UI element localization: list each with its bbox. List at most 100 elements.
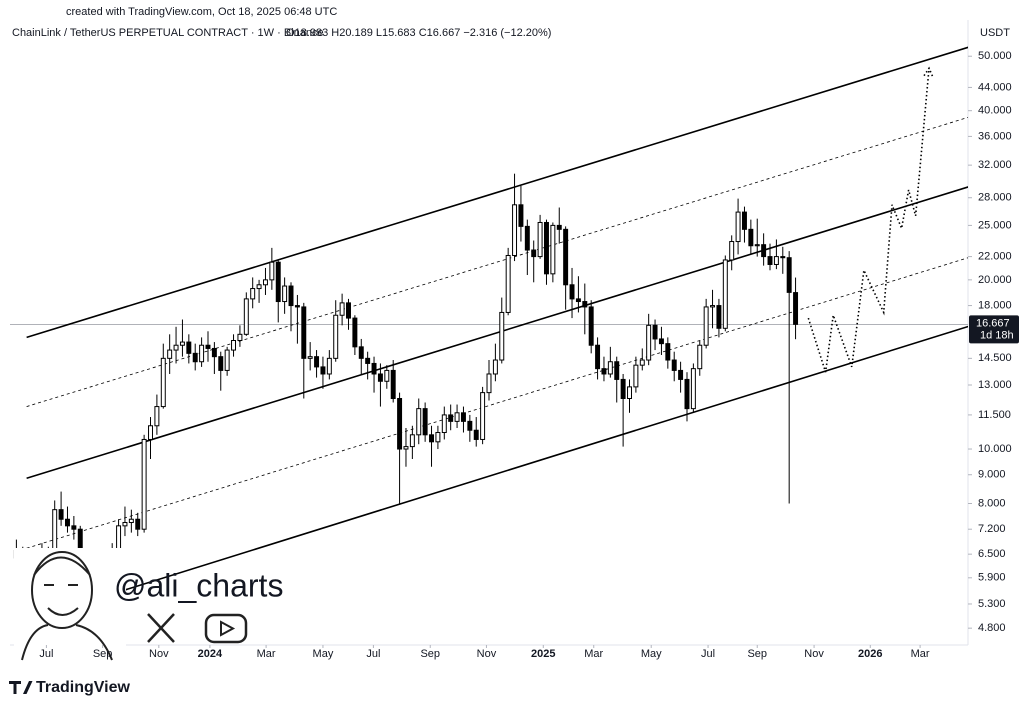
x-tick-label: Nov xyxy=(149,648,169,660)
candle-body xyxy=(652,324,658,340)
candle-body xyxy=(741,211,747,230)
y-tick-label: 28.000 xyxy=(978,192,1012,204)
candle-body xyxy=(671,359,677,371)
candle-body xyxy=(211,347,217,358)
brand-logo xyxy=(9,681,33,694)
candle-body xyxy=(243,298,249,335)
candle-body xyxy=(275,261,281,303)
candle-body xyxy=(71,525,77,530)
candle-body xyxy=(224,349,230,371)
candle-body xyxy=(282,285,288,303)
candle-body xyxy=(544,221,549,275)
x-tick-label: Sep xyxy=(93,648,113,660)
candle-body xyxy=(729,241,735,261)
y-tick-label: 18.000 xyxy=(978,299,1012,311)
candle-body xyxy=(575,298,581,303)
candle-body xyxy=(786,257,792,293)
candle-body xyxy=(377,373,383,382)
candle-body xyxy=(231,339,237,351)
channel-line xyxy=(26,46,968,339)
unit: USDT xyxy=(980,27,1010,39)
y-tick-label: 9.000 xyxy=(978,469,1006,481)
y-tick-label: 4.800 xyxy=(978,622,1006,634)
candle-body xyxy=(403,446,409,450)
brand: TradingView xyxy=(36,679,131,696)
x-tick-label: Sep xyxy=(420,648,440,660)
candle-body xyxy=(397,398,403,450)
candle-body xyxy=(710,305,716,308)
channel-line xyxy=(91,325,968,602)
candle-body xyxy=(588,306,594,346)
candle-body xyxy=(365,357,371,364)
candle-body xyxy=(326,357,332,375)
candle-body xyxy=(499,311,505,361)
ohlc: O18.983 H20.189 L15.683 C16.667 −2.316 (… xyxy=(286,27,551,39)
candle-body xyxy=(767,256,773,265)
x-tick-label: Nov xyxy=(804,648,824,660)
candle-body xyxy=(633,364,639,388)
x-tick-label: 2025 xyxy=(531,648,555,660)
candle-body xyxy=(467,420,473,431)
candle-body xyxy=(288,285,294,307)
candle-body xyxy=(614,361,620,380)
candle-body xyxy=(390,369,396,400)
y-tick-label: 13.000 xyxy=(978,379,1012,391)
candle-body xyxy=(352,317,358,348)
candle-body xyxy=(346,302,351,319)
y-tick-label: 36.000 xyxy=(978,130,1012,142)
x-tick-label: Mar xyxy=(257,648,276,660)
candle-body xyxy=(492,359,498,375)
candle-body xyxy=(537,221,543,258)
candle-body xyxy=(441,414,447,434)
candle-body xyxy=(116,525,122,551)
y-tick-label: 22.000 xyxy=(978,251,1012,263)
channel-line xyxy=(26,257,968,549)
candle-body xyxy=(582,301,588,308)
x-tick-label: 2024 xyxy=(198,648,223,660)
candle-body xyxy=(65,518,70,527)
y-tick-label: 20.000 xyxy=(978,274,1012,286)
projection-path xyxy=(807,68,930,373)
candle-body xyxy=(205,344,211,349)
last-price-label: 16.667 xyxy=(976,317,1010,329)
candle-body xyxy=(186,341,192,354)
candle-body xyxy=(761,244,767,258)
candle-body xyxy=(307,356,313,359)
x-tick-label: Mar xyxy=(584,648,603,660)
channel-line xyxy=(26,186,968,480)
candle-body xyxy=(460,412,466,422)
channel-line xyxy=(26,116,968,407)
y-tick-label: 8.000 xyxy=(978,497,1006,509)
candle-body xyxy=(754,244,760,247)
candle-body xyxy=(780,256,786,259)
x-tick-label: Nov xyxy=(477,648,497,660)
candle-body xyxy=(256,284,262,290)
avatar xyxy=(14,548,126,661)
x-tick-label: May xyxy=(641,648,662,660)
projection-arrowhead xyxy=(923,66,934,77)
y-tick-label: 10.000 xyxy=(978,443,1012,455)
candle-body xyxy=(454,412,460,422)
candle-body xyxy=(371,362,377,375)
candle-body xyxy=(524,225,530,251)
candle-body xyxy=(409,434,415,448)
candle-body xyxy=(148,425,153,440)
y-tick-label: 5.900 xyxy=(978,572,1006,584)
candle-body xyxy=(703,306,709,346)
candle-body xyxy=(237,333,243,341)
candle-body xyxy=(722,259,728,329)
watermark: @ali_charts xyxy=(114,567,283,603)
candle-body xyxy=(160,357,166,408)
x-tick-label: Mar xyxy=(911,648,930,660)
candle-body xyxy=(748,228,754,247)
candle-body xyxy=(320,366,326,375)
candle-body xyxy=(333,314,339,359)
candle-body xyxy=(684,378,690,410)
candle-body xyxy=(128,518,134,524)
x-tick-label: 2026 xyxy=(858,648,882,660)
candle-body xyxy=(735,211,741,243)
candle-body xyxy=(167,349,173,359)
candle-body xyxy=(518,204,524,227)
